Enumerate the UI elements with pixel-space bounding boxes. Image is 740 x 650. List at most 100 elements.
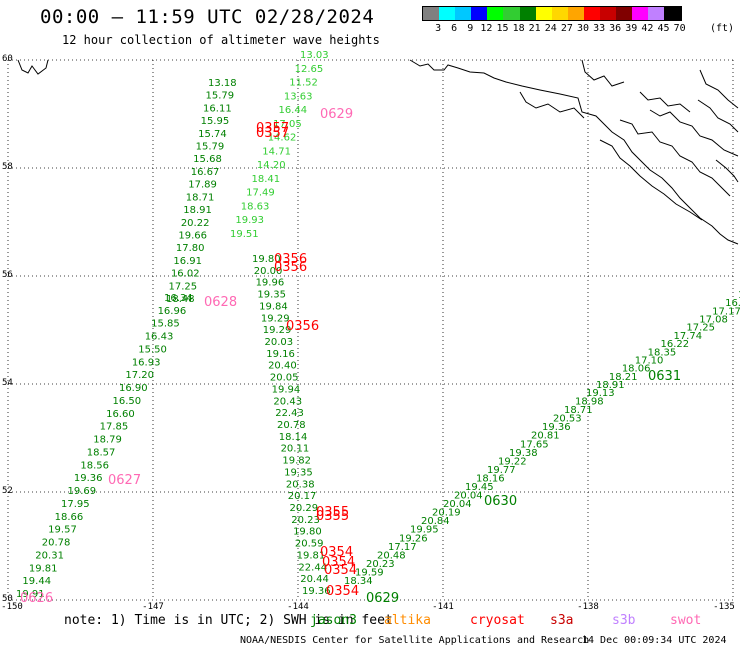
legend-label: 42 <box>641 23 654 34</box>
pass-time-label: 0626 <box>20 591 53 606</box>
lat-tick-label: 50 <box>2 594 13 604</box>
wave-height-label: 19.35 <box>257 290 286 301</box>
wave-height-label: 20.29 <box>290 503 319 514</box>
wave-height-label: 16.93 <box>132 357 161 368</box>
wave-height-label: 13.03 <box>300 50 329 61</box>
wave-height-label: 19.95 <box>410 525 439 536</box>
lat-tick-label: 60 <box>2 54 13 64</box>
wave-height-label: 17.25 <box>168 281 197 292</box>
map-title: 00:00 – 11:59 UTC 02/28/2024 <box>40 6 375 28</box>
lon-tick-label: -138 <box>577 602 599 612</box>
legend-label: 9 <box>467 23 474 34</box>
wave-height-label: 19.51 <box>230 229 259 240</box>
wave-height-label: 14.62 <box>268 133 297 144</box>
wave-height-label: 19.16 <box>266 349 295 360</box>
wave-height-label: 19.81 <box>297 550 326 561</box>
wave-height-label: 19.80 <box>252 254 281 265</box>
wave-height-label: 20.78 <box>42 538 71 549</box>
wave-height-label: 20.00 <box>254 266 283 277</box>
wave-height-label: 18.57 <box>87 447 116 458</box>
satellite-cryosat: cryosat <box>470 613 525 628</box>
altimeter-tracks: 19.9119.4419.8120.3120.7819.5718.6617.95… <box>16 50 740 606</box>
pass-time-label: 0356 <box>286 319 319 334</box>
satellite-swot: swot <box>670 613 702 628</box>
wave-height-label: 19.91 <box>16 589 45 600</box>
wave-height-label: 20.23 <box>366 559 395 570</box>
wave-height-label: 16.96 <box>158 306 187 317</box>
wave-height-legend: 3 6 9 12 15 18 21 24 27 30 33 36 39 42 45 70 (ft) <box>422 6 734 35</box>
wave-height-label: 17.80 <box>176 243 205 254</box>
wave-height-label: 19.36 <box>542 422 571 433</box>
wave-height-label: 16.02 <box>171 269 200 280</box>
pass-time-label: 0628 <box>204 295 237 310</box>
legend-swatch-4 <box>487 7 504 20</box>
wave-height-label: 19.29 <box>263 325 292 336</box>
lon-tick-label: -147 <box>142 602 164 612</box>
legend-label: 45 <box>657 23 670 34</box>
wave-height-label: 22.44 <box>298 562 327 573</box>
wave-height-label: 16.60 <box>106 409 135 420</box>
pass-time-label: 0631 <box>648 369 681 384</box>
lon-tick-label: -141 <box>432 602 454 612</box>
wave-height-label: 19.38 <box>509 448 538 459</box>
footer-timestamp: 14 Dec 00:09:34 UTC 2024 <box>582 635 727 646</box>
wave-height-label: 18.98 <box>575 397 604 408</box>
wave-height-label: 13.18 <box>208 78 237 89</box>
wave-height-label: 16.50 <box>113 396 142 407</box>
alaska-coastline <box>17 59 739 245</box>
wave-height-label: 19.35 <box>284 467 313 478</box>
wave-height-label: 12.65 <box>295 64 324 75</box>
wave-height-label: 20.05 <box>270 373 299 384</box>
wave-height-label: 19.80 <box>293 527 322 538</box>
wave-height-label: 19.57 <box>48 525 77 536</box>
wave-height-label: 16.79 <box>725 298 740 309</box>
pass-time-label: 0630 <box>484 494 517 509</box>
wave-height-label: 14.20 <box>257 160 286 171</box>
wave-height-label: 19.82 <box>282 456 311 467</box>
wave-height-label: 20.03 <box>265 337 294 348</box>
legend-swatch-1 <box>439 7 456 20</box>
wave-height-label: 16.44 <box>278 105 307 116</box>
pass-time-label: 0357 <box>256 121 289 136</box>
wave-height-label: 18.66 <box>55 512 84 523</box>
wave-height-label: 16.67 <box>191 167 220 178</box>
wave-height-label: 18.63 <box>241 201 270 212</box>
lon-tick-label: -150 <box>1 602 23 612</box>
wave-height-label: 20.59 <box>295 539 324 550</box>
wave-height-label: 19.66 <box>178 230 207 241</box>
lat-lon-grid <box>7 59 734 601</box>
wave-height-label: 20.43 <box>273 396 302 407</box>
wave-height-label: 15.74 <box>198 129 227 140</box>
wave-height-label: 18.91 <box>596 380 625 391</box>
wave-height-label: 19.84 <box>259 301 288 312</box>
legend-label: 33 <box>593 23 606 34</box>
wave-height-label: 17.17 <box>388 542 417 553</box>
satellite-jason3: jason3 <box>310 613 357 628</box>
wave-height-label: 20.84 <box>421 516 450 527</box>
wave-height-label: 19.22 <box>498 456 527 467</box>
wave-height-label: 19.59 <box>355 567 384 578</box>
wave-height-label: 17.65 <box>520 439 549 450</box>
wave-height-label: 20.81 <box>531 431 560 442</box>
wave-height-label: 16.22 <box>661 339 690 350</box>
wave-height-label: 19.29 <box>261 313 290 324</box>
wave-height-label: 20.04 <box>443 499 472 510</box>
wave-height-label: 22.43 <box>275 408 304 419</box>
wave-height-label: 18.71 <box>564 405 593 416</box>
wave-height-label: 19.13 <box>586 388 615 399</box>
pass-time-label: 0356 <box>274 252 307 267</box>
wave-height-label: 17.89 <box>188 180 217 191</box>
wave-height-label: 19.44 <box>22 576 51 587</box>
lat-tick-label: 56 <box>2 270 13 280</box>
wave-height-label: 17.10 <box>635 355 664 366</box>
pass-time-label: 0629 <box>320 107 353 122</box>
wave-height-label: 20.78 <box>277 420 306 431</box>
legend-label: 24 <box>544 23 557 34</box>
wave-height-label: 17.85 <box>100 422 129 433</box>
wave-height-label: 17.95 <box>61 499 90 510</box>
wave-height-label: 19.96 <box>256 278 285 289</box>
satellite-s3a: s3a <box>550 613 574 628</box>
wave-height-label: 20.44 <box>300 574 329 585</box>
wave-height-label: 20.53 <box>553 414 582 425</box>
